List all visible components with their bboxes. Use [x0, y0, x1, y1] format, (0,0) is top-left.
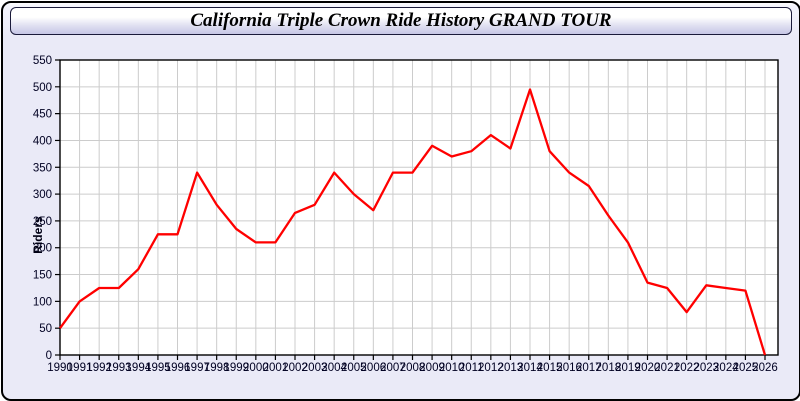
page-title: California Triple Crown Ride History GRA… — [190, 10, 612, 31]
svg-text:2017: 2017 — [576, 362, 602, 374]
svg-text:450: 450 — [33, 109, 52, 121]
svg-text:2004: 2004 — [321, 362, 347, 374]
svg-text:2018: 2018 — [596, 362, 622, 374]
svg-text:1995: 1995 — [145, 362, 171, 374]
svg-text:2011: 2011 — [459, 362, 484, 374]
svg-text:2015: 2015 — [537, 362, 563, 374]
svg-text:2012: 2012 — [478, 362, 504, 374]
svg-text:0: 0 — [46, 350, 52, 362]
svg-text:2022: 2022 — [674, 362, 700, 374]
svg-text:1996: 1996 — [165, 362, 191, 374]
svg-text:1999: 1999 — [223, 362, 249, 374]
svg-text:200: 200 — [33, 243, 52, 255]
svg-text:500: 500 — [33, 82, 52, 94]
svg-text:2020: 2020 — [635, 362, 661, 374]
svg-text:2023: 2023 — [693, 362, 719, 374]
svg-text:2026: 2026 — [752, 362, 778, 374]
svg-text:2021: 2021 — [654, 362, 680, 374]
grid-lines — [60, 60, 778, 355]
svg-text:250: 250 — [33, 216, 52, 228]
svg-text:2024: 2024 — [713, 362, 739, 374]
svg-text:2003: 2003 — [302, 362, 328, 374]
y-axis-tick-labels: 0 50 100 150 200 250 300 350 400 450 500 550 — [33, 55, 52, 362]
svg-text:2002: 2002 — [282, 362, 308, 374]
svg-text:300: 300 — [33, 189, 52, 201]
svg-text:2019: 2019 — [615, 362, 641, 374]
svg-text:2000: 2000 — [243, 362, 269, 374]
svg-text:2008: 2008 — [400, 362, 426, 374]
y-axis-title: Riders — [31, 216, 45, 254]
svg-text:1990: 1990 — [47, 362, 73, 374]
svg-text:2025: 2025 — [733, 362, 759, 374]
svg-text:1992: 1992 — [86, 362, 112, 374]
svg-text:2007: 2007 — [380, 362, 406, 374]
svg-text:1994: 1994 — [126, 362, 152, 374]
svg-text:2016: 2016 — [556, 362, 582, 374]
svg-text:2006: 2006 — [361, 362, 387, 374]
riders-line-series — [59, 88, 767, 356]
title-bar: California Triple Crown Ride History GRA… — [10, 7, 792, 35]
svg-text:2014: 2014 — [517, 362, 543, 374]
svg-text:1998: 1998 — [204, 362, 230, 374]
svg-text:2005: 2005 — [341, 362, 367, 374]
svg-text:2010: 2010 — [439, 362, 465, 374]
svg-text:400: 400 — [33, 135, 52, 147]
svg-text:350: 350 — [33, 162, 52, 174]
svg-text:2001: 2001 — [263, 362, 289, 374]
riders-line-chart: 0501001502002503003504004505005501990199… — [33, 55, 779, 374]
svg-text:100: 100 — [33, 296, 52, 308]
svg-text:2013: 2013 — [498, 362, 524, 374]
axis-ticks — [55, 59, 766, 360]
svg-text:1997: 1997 — [184, 362, 210, 374]
svg-text:1993: 1993 — [106, 362, 132, 374]
chart-panel: 0 50 100 150 200 250 300 350 400 450 500 550 1990 199… — [3, 34, 799, 399]
svg-text:1991: 1991 — [67, 362, 93, 374]
svg-text:50: 50 — [39, 323, 52, 335]
plot-area — [60, 60, 778, 355]
plot-border — [59, 59, 779, 356]
x-axis-tick-labels: 1990199119921993199419951996199719981999… — [47, 362, 778, 374]
svg-text:150: 150 — [33, 270, 52, 282]
svg-text:2009: 2009 — [419, 362, 445, 374]
svg-text:550: 550 — [33, 55, 52, 67]
